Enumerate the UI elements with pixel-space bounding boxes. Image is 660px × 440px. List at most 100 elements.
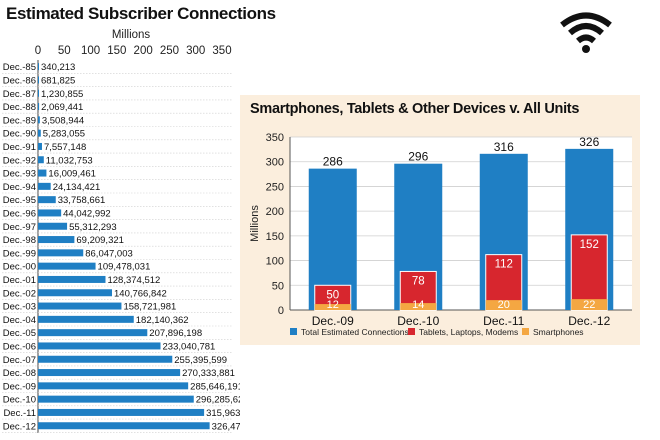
x-tick-label: 150: [107, 45, 126, 57]
data-label: 3,508,944: [42, 115, 84, 126]
category-label: Dec.-04: [3, 315, 36, 326]
category-label: Dec.-92: [3, 155, 36, 166]
data-label: 7,557,148: [44, 142, 86, 153]
category-label: Dec.-88: [3, 102, 36, 113]
bar: [38, 169, 47, 177]
category-label: Dec.-93: [3, 169, 36, 180]
category-label: Dec.-99: [3, 248, 36, 259]
category-label: Dec.-10: [3, 395, 36, 406]
bar: [38, 209, 62, 217]
data-label-tablets: 152: [580, 239, 599, 251]
bar: [38, 342, 161, 350]
y-tick-label: 0: [278, 305, 284, 317]
bar: [38, 116, 40, 124]
bar: [38, 302, 122, 310]
data-label: 255,395,599: [174, 355, 227, 366]
data-label: 158,721,981: [123, 302, 176, 313]
data-label-total: 316: [494, 140, 514, 154]
bar: [38, 103, 40, 111]
category-label: Dec.-94: [3, 182, 36, 193]
x-axis-title: Millions: [112, 29, 151, 41]
bar: [38, 236, 75, 244]
bar: [38, 129, 41, 137]
data-label: 315,963,848: [206, 408, 240, 419]
bar: [38, 63, 39, 71]
subscriber-connections-chart: Millions 0 50 100 150 200 250 300 350 Dec.-85 340,…: [2, 29, 240, 433]
category-label: Dec.-95: [3, 195, 36, 206]
x-tick-label: Dec.-11: [483, 314, 524, 328]
category-label: Dec.-08: [3, 368, 36, 379]
x-tick-label: Dec.-12: [568, 314, 610, 328]
bar: [38, 315, 134, 323]
bar: [38, 222, 68, 230]
y-axis-title: Millions: [249, 205, 261, 242]
data-label: 233,040,781: [163, 341, 216, 352]
category-label: Dec.-91: [3, 142, 36, 153]
category-label: Dec.-86: [3, 75, 36, 86]
category-label: Dec.-02: [3, 288, 36, 299]
bar: [38, 262, 96, 270]
bar: [38, 182, 51, 190]
bar: [38, 355, 173, 363]
legend-label: Total Estimated Connections: [301, 327, 409, 337]
legend-swatch: [290, 328, 297, 335]
data-label-smartphones: 14: [412, 299, 424, 311]
data-label: 86,047,003: [85, 248, 133, 259]
legend-label: Smartphones: [533, 327, 584, 337]
bar: [38, 76, 39, 84]
x-tick-label: 250: [160, 45, 179, 57]
data-label-tablets: 50: [326, 289, 339, 301]
x-tick-label: 100: [81, 45, 100, 57]
x-tick-label: 300: [186, 45, 205, 57]
data-label-total: 326: [579, 135, 599, 149]
y-tick-label: 250: [266, 181, 284, 193]
data-label: 55,312,293: [69, 222, 117, 233]
bar: [38, 369, 181, 377]
data-label: 69,209,321: [76, 235, 124, 246]
data-label: 2,069,441: [41, 102, 83, 113]
bar: [38, 142, 42, 150]
x-tick-label: 50: [58, 45, 71, 57]
data-label-tablets: 78: [412, 275, 425, 287]
category-label: Dec.-11: [3, 408, 36, 419]
data-label-total: 286: [323, 155, 343, 169]
data-label-smartphones: 12: [327, 299, 339, 311]
category-label: Dec.-85: [3, 62, 36, 73]
data-label: 140,766,842: [114, 288, 167, 299]
data-label-smartphones: 22: [583, 299, 595, 311]
bar-smartphones: [485, 300, 522, 310]
data-label: 44,042,992: [63, 208, 111, 219]
devices-chart-panel: Smartphones, Tablets & Other Devices v. …: [240, 95, 640, 345]
devices-chart-title: Smartphones, Tablets & Other Devices v. …: [250, 101, 580, 117]
y-tick-label: 300: [266, 157, 284, 169]
bar: [38, 196, 56, 204]
x-tick-label: 200: [134, 45, 153, 57]
category-label: Dec.-03: [3, 302, 36, 313]
wifi-icon: [560, 12, 612, 53]
data-label: 109,478,031: [98, 262, 151, 273]
y-tick-label: 100: [266, 256, 284, 268]
data-label: 33,758,661: [58, 195, 106, 206]
x-tick-label: 350: [212, 45, 231, 57]
data-label: 128,374,512: [107, 275, 160, 286]
data-label: 340,213: [41, 62, 75, 73]
bar-smartphones: [314, 304, 351, 310]
category-label: Dec.-89: [3, 115, 36, 126]
legend-swatch: [522, 328, 529, 335]
bar: [38, 329, 148, 337]
x-tick-label: Dec.-09: [312, 314, 354, 328]
category-label: Dec.-00: [3, 262, 36, 273]
bar: [38, 408, 205, 416]
category-label: Dec.-87: [3, 89, 36, 100]
category-label: Dec.-98: [3, 235, 36, 246]
bar: [38, 382, 189, 390]
bar: [38, 289, 113, 297]
data-label: 24,134,421: [53, 182, 101, 193]
category-label: Dec.-90: [3, 129, 36, 140]
x-tick-label: Dec.-10: [397, 314, 439, 328]
bar: [38, 89, 39, 97]
y-tick-label: 200: [266, 206, 284, 218]
data-label-tablets: 112: [495, 259, 513, 271]
bar: [38, 156, 44, 164]
category-label: Dec.-07: [3, 355, 36, 366]
